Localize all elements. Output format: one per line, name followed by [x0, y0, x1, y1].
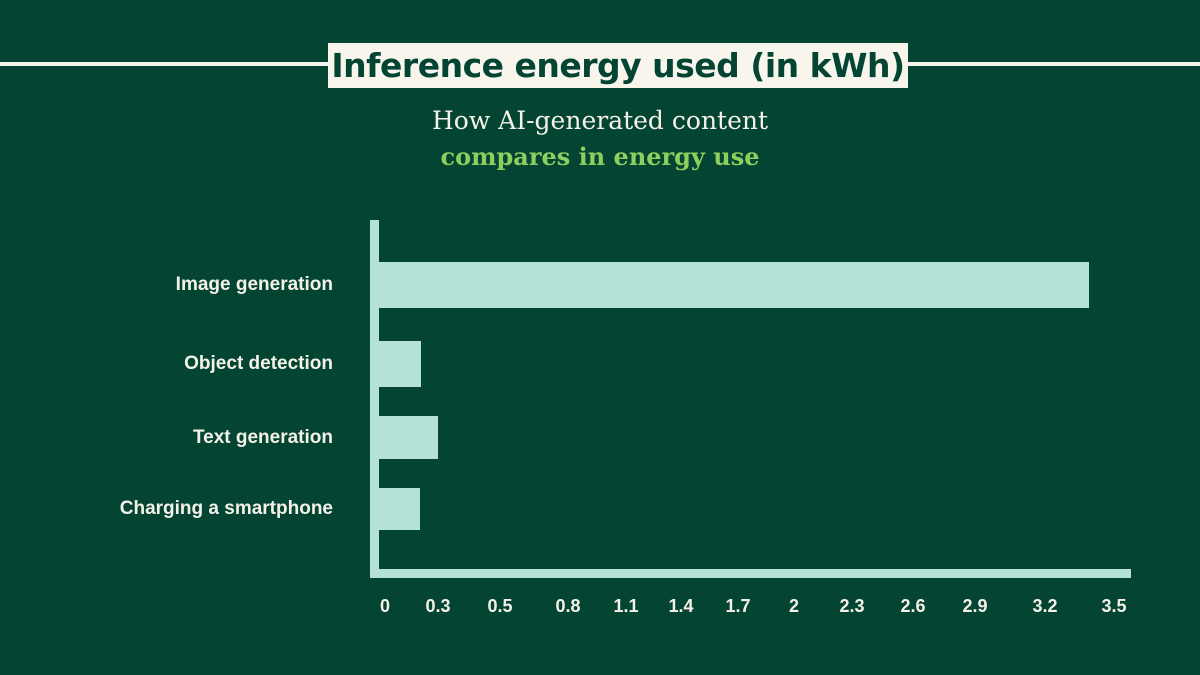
- x-tick-label: 0: [379, 596, 391, 616]
- x-tick-label: 0.5: [487, 596, 513, 616]
- category-label: Text generation: [192, 427, 333, 448]
- y-axis-line: [370, 220, 379, 578]
- x-tick-label: 0.3: [425, 596, 451, 616]
- x-tick-label: 2: [788, 596, 800, 616]
- x-axis-line: [370, 569, 1131, 578]
- x-tick-label: 3.5: [1101, 596, 1127, 616]
- bar-charging-smartphone: [379, 488, 420, 530]
- subtitle-line-2: compares in energy use: [440, 142, 760, 171]
- category-label: Image generation: [175, 274, 333, 295]
- bar-object-detection: [379, 341, 421, 387]
- x-tick-label: 3.2: [1032, 596, 1058, 616]
- x-tick-label: 1.1: [613, 596, 639, 616]
- category-label: Charging a smartphone: [119, 498, 333, 519]
- category-label: Object detection: [184, 353, 333, 374]
- x-tick-label: 2.9: [962, 596, 988, 616]
- bar-text-generation: [379, 416, 438, 459]
- title-box: Inference energy used (in kWh): [328, 43, 908, 88]
- x-tick-label: 1.4: [668, 596, 694, 616]
- x-tick-label: 2.6: [900, 596, 926, 616]
- chart-title: Inference energy used (in kWh): [331, 46, 905, 85]
- x-tick-label: 2.3: [839, 596, 865, 616]
- x-tick-label: 0.8: [555, 596, 581, 616]
- bar-image-generation: [379, 262, 1089, 308]
- x-tick-label: 1.7: [725, 596, 751, 616]
- subtitle-line-1: How AI-generated content: [431, 106, 769, 135]
